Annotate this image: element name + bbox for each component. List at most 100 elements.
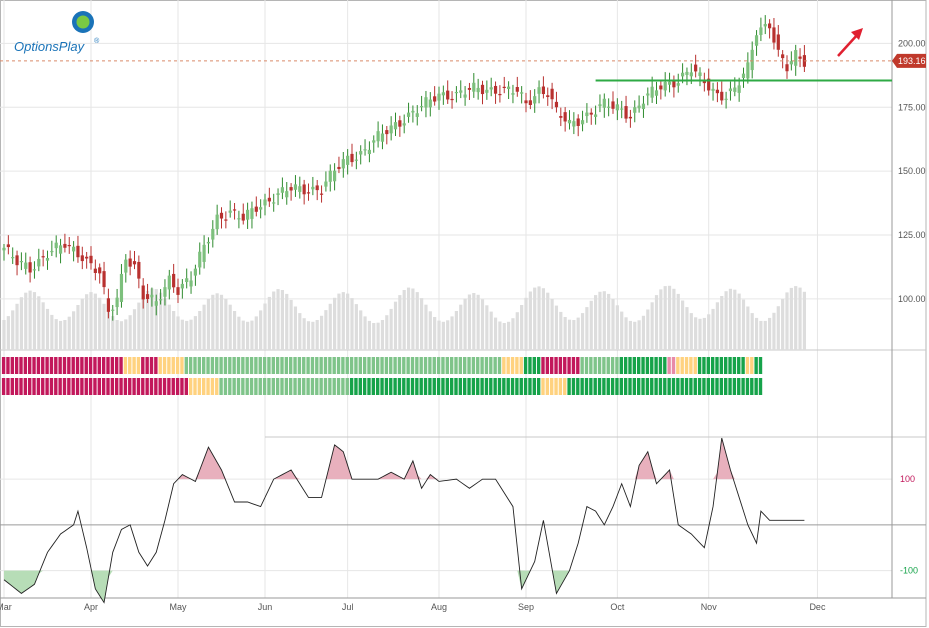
trend-band-cell	[128, 357, 132, 374]
trend-band-cell	[302, 378, 306, 395]
trend-band-cell	[463, 378, 467, 395]
candle-up	[24, 262, 28, 269]
candle-up	[58, 245, 63, 254]
trend-band-cell	[106, 357, 110, 374]
candle-up	[32, 269, 37, 271]
trend-band-cell	[162, 378, 167, 395]
candle-down	[524, 100, 528, 104]
trend-band-cell	[754, 378, 758, 395]
trend-band-cell	[376, 378, 380, 395]
trend-band-cell	[197, 357, 202, 374]
trend-band-cell	[615, 357, 619, 374]
trend-band-cell	[389, 357, 393, 374]
trend-band-cell	[580, 378, 584, 395]
trend-band-cell	[341, 357, 345, 374]
trend-band-cell	[397, 378, 402, 395]
trend-band-cell	[358, 357, 362, 374]
candle-up	[124, 259, 128, 273]
trend-band-cell	[732, 357, 737, 374]
volume-bar	[89, 292, 93, 350]
candle-up	[372, 140, 376, 143]
volume-bar	[119, 321, 124, 350]
trend-band-cell	[510, 357, 515, 374]
candle-down	[611, 101, 615, 109]
volume-bar	[363, 316, 367, 350]
candle-up	[19, 261, 23, 263]
volume-bar	[533, 287, 537, 350]
volume-bar	[459, 304, 463, 350]
volume-bar	[302, 318, 306, 350]
trend-band-cell	[14, 378, 19, 395]
volume-bar	[45, 308, 50, 350]
volume-bar	[563, 317, 567, 350]
trend-band-cell	[515, 357, 519, 374]
trend-band-cell	[75, 378, 80, 395]
trend-band-cell	[58, 357, 62, 374]
candle-up	[333, 170, 337, 182]
volume-bar	[633, 321, 637, 350]
volume-bar	[515, 312, 519, 350]
month-label: Jun	[258, 602, 273, 612]
volume-bar	[63, 320, 67, 350]
candle-down	[350, 153, 354, 163]
trend-band-cell	[319, 357, 323, 374]
trend-band-cell	[563, 357, 567, 374]
candle-up	[393, 122, 398, 130]
volume-bar	[554, 305, 559, 350]
trend-band-cell	[667, 378, 671, 395]
candle-down	[15, 255, 19, 266]
candle-up	[193, 268, 197, 276]
volume-bar	[285, 293, 289, 350]
volume-bar	[298, 313, 302, 350]
trend-band-cell	[715, 378, 719, 395]
candle-down	[398, 120, 402, 127]
volume-bar	[724, 291, 728, 350]
trend-band-cell	[632, 357, 637, 374]
trend-band-cell	[584, 378, 589, 395]
trend-band-cell	[619, 357, 623, 374]
trend-band-cell	[380, 357, 384, 374]
month-label: Nov	[701, 602, 718, 612]
trend-band-cell	[689, 357, 693, 374]
candle-up	[45, 257, 50, 261]
candle-up	[111, 309, 115, 311]
volume-bar	[398, 295, 402, 350]
trend-band-cell	[223, 357, 228, 374]
brand-trademark: ®	[94, 37, 100, 45]
trend-band-cell	[297, 357, 302, 374]
candle-down	[93, 268, 97, 273]
trend-band-cell	[602, 357, 606, 374]
month-label: Jul	[342, 602, 354, 612]
trend-band-cell	[606, 357, 610, 374]
trend-band-cell	[149, 357, 154, 374]
volume-bar	[176, 316, 180, 350]
trend-band-cell	[297, 378, 302, 395]
trend-band-cell	[49, 378, 54, 395]
cci-tick-label: 100	[900, 474, 915, 484]
volume-bar	[402, 290, 406, 350]
volume-bar	[733, 289, 737, 350]
trend-band-cell	[724, 357, 728, 374]
trend-band-cell	[132, 357, 136, 374]
volume-bar	[15, 303, 19, 350]
trend-band-cell	[489, 378, 493, 395]
candle-down	[6, 244, 10, 248]
volume-bar	[193, 316, 197, 350]
trend-band-cell	[476, 378, 480, 395]
month-label: Sep	[518, 602, 534, 612]
volume-bar	[589, 300, 593, 350]
month-label: Aug	[431, 602, 447, 612]
candle-up	[37, 258, 41, 267]
trend-band-cell	[654, 357, 658, 374]
price-tick-label: 125.00	[898, 230, 926, 240]
trend-band-cell	[502, 357, 506, 374]
volume-bar	[337, 293, 341, 350]
volume-bar	[333, 297, 337, 350]
candle-up	[567, 119, 572, 124]
trend-band-cell	[284, 378, 289, 395]
trend-band-cell	[406, 378, 410, 395]
trend-band-cell	[123, 357, 128, 374]
candle-up	[489, 87, 493, 90]
trend-band-cell	[345, 378, 349, 395]
candle-down	[446, 90, 450, 100]
